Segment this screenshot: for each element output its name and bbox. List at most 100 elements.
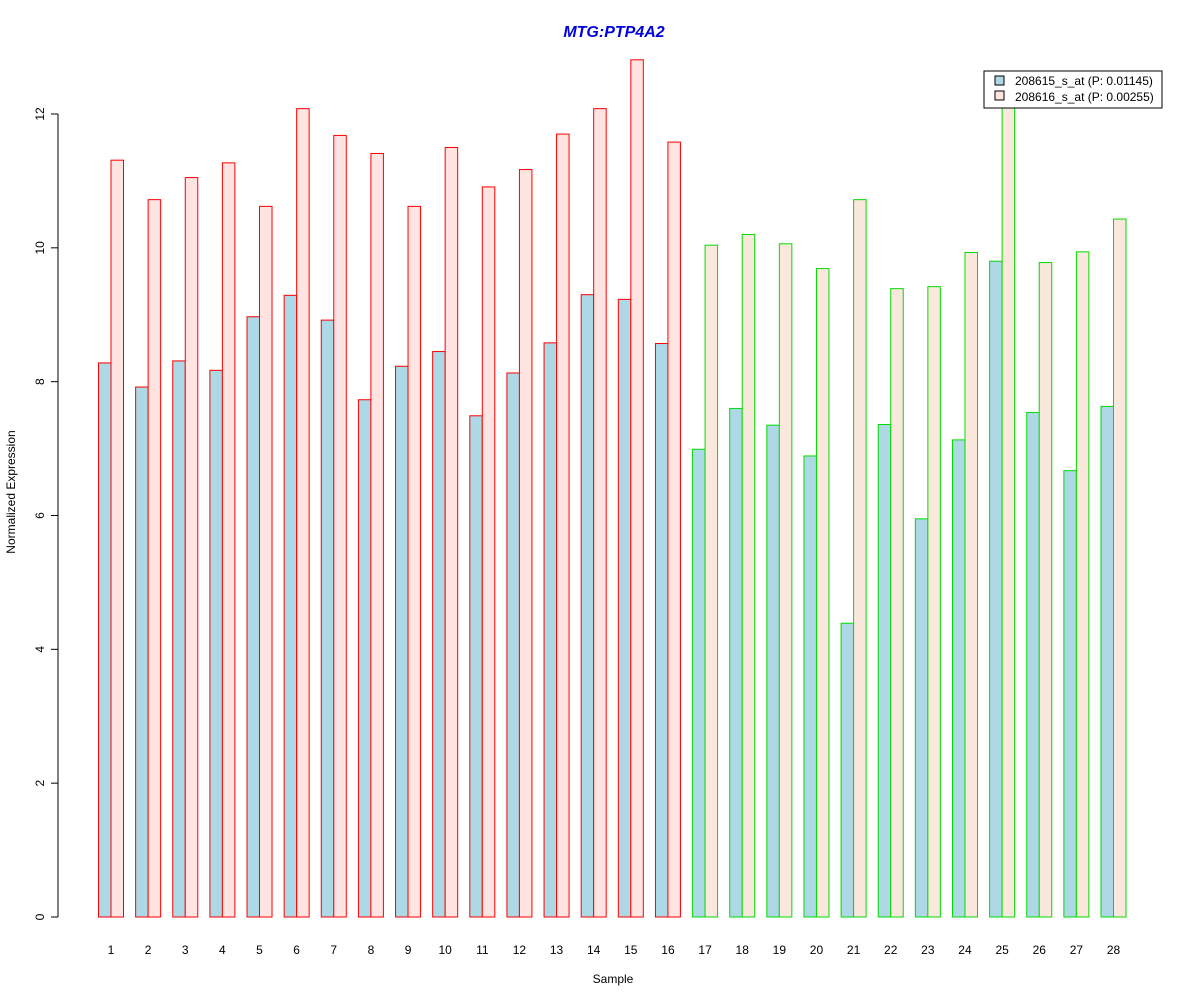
bar-208615-sample-19 xyxy=(766,424,780,918)
bar-208616-sample-26 xyxy=(1038,262,1053,918)
x-tick-label: 13 xyxy=(550,943,564,957)
bar-208616-sample-14 xyxy=(593,108,607,918)
bar-208615-sample-14 xyxy=(580,294,595,918)
bar-208616-sample-16 xyxy=(667,141,681,918)
x-tick-label: 28 xyxy=(1107,943,1121,957)
bar-208615-sample-27 xyxy=(1063,470,1077,918)
bar-208616-sample-28 xyxy=(1113,218,1127,918)
bar-208616-sample-2 xyxy=(147,199,162,918)
x-tick-label: 23 xyxy=(921,943,935,957)
x-tick-label: 12 xyxy=(513,943,527,957)
bar-208615-sample-12 xyxy=(506,372,520,918)
legend: 208615_s_at (P: 0.01145) 208616_s_at (P:… xyxy=(983,70,1163,109)
bar-208616-sample-25 xyxy=(1001,100,1016,918)
x-tick-label: 6 xyxy=(293,943,300,957)
y-tick-label: 10 xyxy=(33,241,47,255)
bar-208615-sample-26 xyxy=(1026,411,1040,918)
x-tick-label: 14 xyxy=(587,943,601,957)
chart-title: MTG:PTP4A2 xyxy=(563,24,664,41)
legend-swatch-series-1 xyxy=(994,75,1005,86)
bar-208615-sample-28 xyxy=(1100,405,1115,918)
bar-208616-sample-21 xyxy=(853,199,867,918)
bar-208616-sample-3 xyxy=(184,177,199,918)
bar-208616-sample-13 xyxy=(556,133,570,918)
x-tick-label: 20 xyxy=(810,943,824,957)
bar-208615-sample-5 xyxy=(246,316,261,918)
bar-208616-sample-24 xyxy=(964,252,978,918)
bar-208615-sample-9 xyxy=(395,365,409,918)
bar-208615-sample-17 xyxy=(692,448,706,918)
x-tick-label: 19 xyxy=(773,943,787,957)
bar-208616-sample-6 xyxy=(296,108,310,918)
bar-208615-sample-23 xyxy=(914,518,929,918)
x-tick-label: 21 xyxy=(847,943,861,957)
x-tick-label: 3 xyxy=(182,943,189,957)
bar-208616-sample-7 xyxy=(333,134,347,918)
bar-208616-sample-19 xyxy=(778,243,793,918)
bar-208616-sample-4 xyxy=(221,162,236,918)
x-tick-label: 1 xyxy=(108,943,115,957)
y-tick-label: 0 xyxy=(33,913,47,920)
bar-208615-sample-10 xyxy=(432,351,446,918)
bar-208616-sample-5 xyxy=(259,205,273,918)
bar-208615-sample-2 xyxy=(135,386,149,918)
x-tick-label: 9 xyxy=(405,943,412,957)
bar-208616-sample-27 xyxy=(1075,251,1090,918)
x-tick-label: 11 xyxy=(476,943,489,957)
y-tick-label: 12 xyxy=(33,107,47,121)
bar-208615-sample-6 xyxy=(283,294,298,918)
bar-208616-sample-17 xyxy=(704,244,719,918)
bar-208616-sample-18 xyxy=(741,233,756,918)
bar-208615-sample-20 xyxy=(803,455,817,918)
legend-swatch-series-2 xyxy=(994,90,1005,101)
bar-208616-sample-9 xyxy=(407,205,422,918)
y-tick-label: 4 xyxy=(33,646,47,653)
y-axis-title: Normalized Expression xyxy=(4,430,18,553)
bar-208616-sample-22 xyxy=(890,288,904,918)
x-tick-labels: 1 2 3 4 5 6 7 8 9 10 11 12 13 14 15 16 17 18 19 20 21 22 23 24 2… xyxy=(108,943,1121,957)
x-tick-label: 17 xyxy=(698,943,712,957)
x-tick-label: 16 xyxy=(661,943,675,957)
bar-208615-sample-18 xyxy=(729,407,743,918)
bars-layer xyxy=(98,59,1127,918)
bar-208616-sample-10 xyxy=(444,146,459,918)
bar-208615-sample-21 xyxy=(840,622,855,918)
y-axis: 0 2 4 6 8 10 12 xyxy=(33,107,59,920)
x-tick-label: 5 xyxy=(256,943,263,957)
x-tick-label: 27 xyxy=(1070,943,1084,957)
bar-208615-sample-24 xyxy=(951,439,966,918)
bar-208616-sample-11 xyxy=(481,186,496,918)
x-tick-label: 18 xyxy=(736,943,750,957)
bar-208615-sample-3 xyxy=(172,360,186,918)
bar-208616-sample-20 xyxy=(815,268,830,918)
x-axis-title: Sample xyxy=(593,972,634,986)
x-tick-label: 25 xyxy=(995,943,1009,957)
bar-208615-sample-7 xyxy=(320,319,335,918)
bar-208615-sample-25 xyxy=(989,260,1003,918)
bar-208615-sample-13 xyxy=(543,342,558,918)
bar-208615-sample-8 xyxy=(357,399,372,918)
bar-208616-sample-23 xyxy=(927,286,941,918)
x-tick-label: 4 xyxy=(219,943,226,957)
bar-208615-sample-22 xyxy=(877,423,892,918)
bar-208616-sample-12 xyxy=(518,169,533,918)
x-tick-label: 24 xyxy=(958,943,972,957)
legend-label-series-1: 208615_s_at (P: 0.01145) xyxy=(1015,74,1153,88)
bar-208616-sample-8 xyxy=(370,152,384,918)
bar-208616-sample-15 xyxy=(630,59,644,918)
bar-208616-sample-1 xyxy=(110,159,124,918)
x-tick-label: 26 xyxy=(1033,943,1047,957)
bar-208615-sample-11 xyxy=(469,415,483,918)
x-tick-label: 7 xyxy=(330,943,337,957)
y-tick-label: 6 xyxy=(33,512,47,519)
bar-208615-sample-15 xyxy=(617,298,632,918)
bar-208615-sample-4 xyxy=(209,369,223,918)
y-tick-label: 2 xyxy=(33,780,47,787)
bar-208615-sample-16 xyxy=(654,343,669,918)
legend-box xyxy=(983,70,1163,109)
x-tick-label: 22 xyxy=(884,943,898,957)
y-tick-label: 8 xyxy=(33,378,47,385)
x-tick-label: 10 xyxy=(438,943,452,957)
x-tick-label: 15 xyxy=(624,943,638,957)
